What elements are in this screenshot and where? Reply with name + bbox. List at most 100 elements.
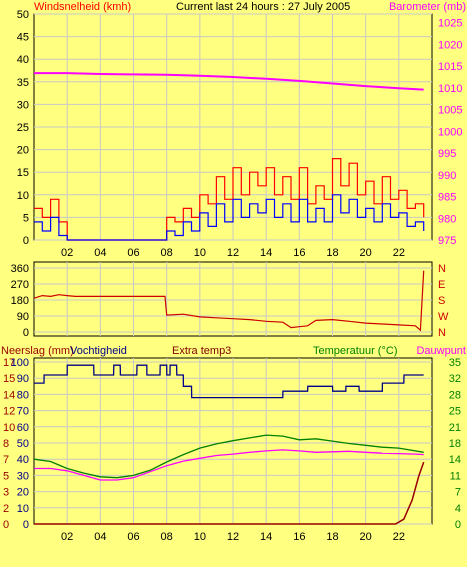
rain-y-tick-label: 15: [3, 373, 15, 385]
rain-y-tick-label: 7: [3, 454, 9, 466]
rain-y-tick-label: 3: [3, 487, 9, 499]
direction-y-tick-label: 180: [11, 295, 29, 307]
direction-y-tick-label: 90: [17, 311, 29, 323]
wind-x-tick-label: 04: [94, 247, 106, 259]
temperature-series-line: [33, 434, 424, 479]
temperature-y-tick-label: 25: [449, 406, 461, 418]
wind-x-tick-label: 22: [393, 247, 405, 259]
wind-x-tick-label: 16: [293, 247, 305, 259]
temperature-y-tick-label: 0: [455, 519, 461, 531]
extra-temp-label: Extra temp3: [172, 345, 231, 357]
wind-y-tick-label: 45: [17, 32, 29, 44]
temp-x-tick-label: 12: [227, 531, 239, 543]
chart-marks: 0510152025303540455097598098599099510001…: [3, 9, 462, 543]
temp-x-tick-label: 06: [127, 531, 139, 543]
rain-y-tick-label: 17: [3, 357, 15, 369]
wind-axis-label: Windsnelheid (kmh): [34, 1, 131, 13]
temp-x-tick-label: 18: [326, 531, 338, 543]
barometer-y-tick-label: 990: [438, 170, 456, 182]
wind-x-tick-label: 06: [127, 247, 139, 259]
rain-y-tick-label: 14: [3, 389, 15, 401]
direction-y-tick-label: 0: [23, 327, 29, 339]
rain-y-tick-label: 8: [3, 438, 9, 450]
wind-x-tick-label: 10: [194, 247, 206, 259]
rain-y-tick-label: 10: [3, 422, 15, 434]
wind-y-tick-label: 20: [17, 145, 29, 157]
temp-x-tick-label: 16: [293, 531, 305, 543]
wind-y-tick-label: 40: [17, 54, 29, 66]
rain-y-tick-label: 5: [3, 470, 9, 482]
temp-x-tick-label: 02: [61, 531, 73, 543]
barometer-y-tick-label: 1020: [438, 39, 462, 51]
wind-x-tick-label: 02: [61, 247, 73, 259]
barometer-y-tick-label: 1015: [438, 61, 462, 73]
temperature-axis-label: Temperatuur (°C): [313, 345, 397, 357]
barometer-y-tick-label: 980: [438, 213, 456, 225]
direction-compass-label: S: [438, 295, 445, 307]
temperature-y-tick-label: 4: [455, 503, 461, 515]
direction-compass-label: N: [438, 263, 446, 275]
humidity-y-tick-label: 30: [17, 470, 29, 482]
humidity-y-tick-label: 100: [11, 357, 29, 369]
wind-x-tick-label: 08: [161, 247, 173, 259]
temperature-y-tick-label: 21: [449, 422, 461, 434]
barometer-y-tick-label: 975: [438, 235, 456, 247]
temp-x-tick-label: 20: [360, 531, 372, 543]
barometer-y-tick-label: 1010: [438, 83, 462, 95]
rain-y-tick-label: 2: [3, 503, 9, 515]
direction-y-tick-label: 360: [11, 263, 29, 275]
humidity-series-line: [34, 364, 424, 399]
barometer-y-tick-label: 995: [438, 148, 456, 160]
temperature-y-tick-label: 7: [455, 487, 461, 499]
wind-y-tick-label: 35: [17, 77, 29, 89]
barometer-y-tick-label: 985: [438, 192, 456, 204]
temperature-y-tick-label: 11: [450, 470, 461, 482]
wind-x-tick-label: 18: [326, 247, 338, 259]
dewpoint-series-line: [34, 449, 424, 481]
direction-compass-label: W: [438, 311, 449, 323]
temp-x-tick-label: 10: [194, 531, 206, 543]
dewpoint-axis-label: Dauwpunt: [416, 345, 466, 357]
rain-y-tick-label: 12: [3, 406, 15, 418]
temp-x-tick-label: 14: [260, 531, 272, 543]
temp-x-tick-label: 04: [94, 531, 106, 543]
barometer-y-tick-label: 1005: [438, 105, 462, 117]
humidity-y-tick-label: 40: [17, 454, 29, 466]
barometer-axis-label: Barometer (mb): [389, 1, 466, 13]
temperature-y-tick-label: 14: [449, 454, 461, 466]
temp-x-tick-label: 08: [161, 531, 173, 543]
temperature-y-tick-label: 18: [449, 438, 461, 450]
barometer-series-line: [34, 72, 424, 91]
humidity-y-tick-label: 0: [23, 519, 29, 531]
rain-series-line: [34, 461, 425, 525]
humidity-y-tick-label: 50: [17, 438, 29, 450]
wind-x-tick-label: 14: [260, 247, 272, 259]
direction-compass-label: E: [438, 279, 445, 291]
barometer-y-tick-label: 1000: [438, 126, 462, 138]
chart-title: Current last 24 hours : 27 July 2005: [176, 1, 350, 13]
temperature-y-tick-label: 28: [449, 389, 461, 401]
temperature-y-tick-label: 35: [449, 357, 461, 369]
wind-y-tick-label: 30: [17, 99, 29, 111]
wind-y-tick-label: 0: [23, 235, 29, 247]
humidity-y-tick-label: 70: [17, 406, 29, 418]
humidity-y-tick-label: 90: [17, 373, 29, 385]
wind-y-tick-label: 5: [23, 212, 29, 224]
temperature-y-tick-label: 32: [449, 373, 461, 385]
wind-y-tick-label: 15: [17, 167, 29, 179]
wind-direction-series-line: [33, 270, 425, 332]
barometer-y-tick-label: 1025: [438, 18, 462, 30]
wind-y-tick-label: 10: [17, 190, 29, 202]
wind-x-tick-label: 20: [360, 247, 372, 259]
wind-y-tick-label: 25: [17, 122, 29, 134]
direction-y-tick-label: 270: [11, 279, 29, 291]
wind-x-tick-label: 12: [227, 247, 239, 259]
temp-x-tick-label: 22: [393, 531, 405, 543]
wind-y-tick-label: 50: [17, 9, 29, 21]
humidity-y-tick-label: 20: [17, 487, 29, 499]
humidity-axis-label: Vochtigheid: [70, 345, 127, 357]
wind-average-series-line: [34, 194, 425, 241]
direction-compass-label: N: [438, 327, 446, 339]
